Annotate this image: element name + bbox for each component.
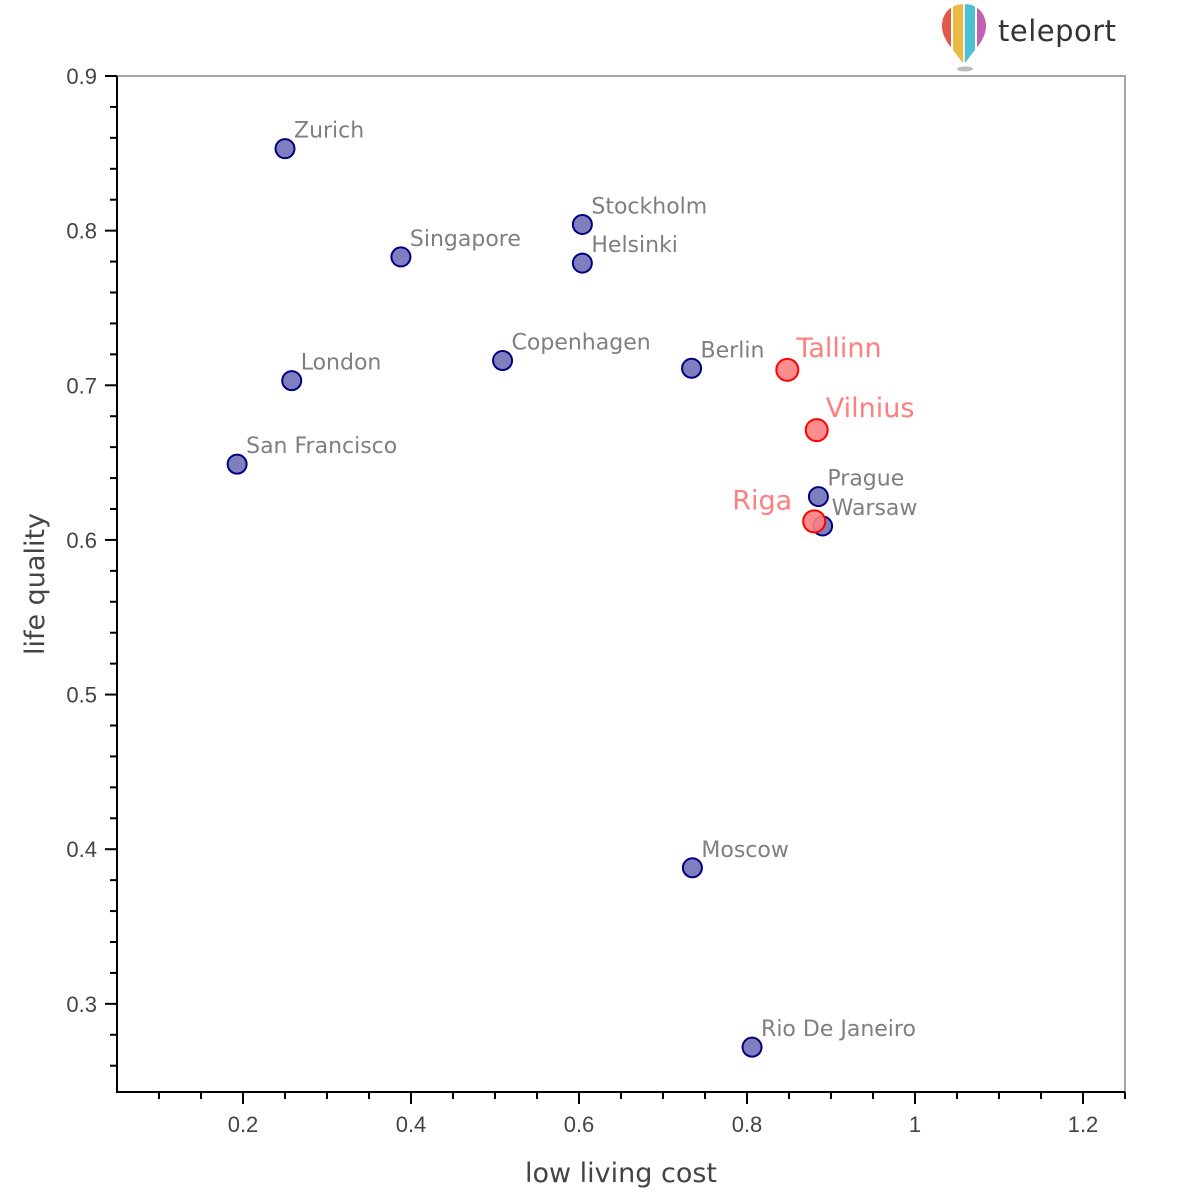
data-point-london[interactable] <box>281 370 303 392</box>
data-point-berlin[interactable] <box>681 357 703 379</box>
data-point-tallinn[interactable] <box>775 357 800 382</box>
point-label-riga: Riga <box>732 485 792 516</box>
data-point-vilnius[interactable] <box>804 418 829 443</box>
teleport-logo: teleport <box>940 2 1117 74</box>
data-point-zurich[interactable] <box>274 138 296 160</box>
data-points <box>226 138 834 1058</box>
point-label-helsinki: Helsinki <box>591 233 678 258</box>
point-label-tallinn: Tallinn <box>795 333 881 364</box>
x-tick-label: 1.2 <box>1068 1112 1099 1137</box>
y-tick-label: 0.8 <box>66 219 97 244</box>
point-label-london: London <box>301 351 382 376</box>
point-label-rio-de-janeiro: Rio De Janeiro <box>761 1017 916 1042</box>
x-tick-label: 0.2 <box>228 1112 259 1137</box>
x-axis-title: low living cost <box>525 1158 717 1189</box>
data-point-singapore[interactable] <box>390 246 412 268</box>
x-tick-label: 1 <box>909 1112 921 1137</box>
data-point-san-francisco[interactable] <box>226 453 248 475</box>
data-point-rio-de-janeiro[interactable] <box>741 1036 763 1058</box>
point-label-singapore: Singapore <box>410 227 521 252</box>
point-label-copenhagen: Copenhagen <box>512 331 651 356</box>
data-point-copenhagen[interactable] <box>492 350 514 372</box>
y-tick-label: 0.7 <box>66 373 97 398</box>
point-label-berlin: Berlin <box>701 338 765 363</box>
data-point-stockholm[interactable] <box>571 213 593 235</box>
plot-frame <box>116 75 1126 1093</box>
point-labels: Zurich Singapore Stockholm Helsinki Copenhag… <box>246 119 917 1042</box>
y-tick-label: 0.9 <box>66 64 97 89</box>
point-label-zurich: Zurich <box>294 119 364 144</box>
y-tick-label: 0.3 <box>66 992 97 1017</box>
axes: 0.2 0.4 0.6 0.8 1 1.2 0.3 0.4 0.5 0.6 0.7 0.8 0.9 <box>66 64 1126 1137</box>
y-tick-label: 0.5 <box>66 683 97 708</box>
x-tick-label: 0.4 <box>396 1112 427 1137</box>
brand-name: teleport <box>998 14 1117 48</box>
x-tick-label: 0.6 <box>564 1112 595 1137</box>
y-tick-label: 0.4 <box>66 837 97 862</box>
point-label-stockholm: Stockholm <box>591 194 707 219</box>
point-label-prague: Prague <box>827 467 904 492</box>
x-tick-label: 0.8 <box>732 1112 763 1137</box>
point-label-san-francisco: San Francisco <box>246 434 397 459</box>
data-point-prague[interactable] <box>807 486 829 508</box>
y-axis-title: life quality <box>20 513 51 655</box>
data-point-riga[interactable] <box>802 509 827 534</box>
point-label-moscow: Moscow <box>701 838 788 863</box>
point-label-warsaw: Warsaw <box>832 496 918 521</box>
point-label-vilnius: Vilnius <box>826 393 915 424</box>
data-point-moscow[interactable] <box>681 857 703 879</box>
y-tick-label: 0.6 <box>66 528 97 553</box>
data-point-helsinki[interactable] <box>571 252 593 274</box>
balloon-logo-icon <box>942 4 986 72</box>
